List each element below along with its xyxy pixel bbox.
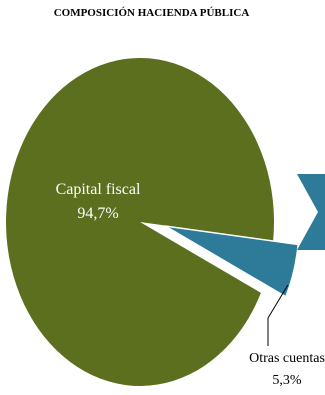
slice-value-otras-cuentas: 5,3% <box>272 373 302 388</box>
chart-title: COMPOSICIÓN HACIENDA PÚBLICA <box>53 7 250 19</box>
slice-label-capital-fiscal: Capital fiscal <box>56 181 141 198</box>
pie-slice-capital-fiscal <box>6 57 275 386</box>
arrow-decoration <box>297 174 325 250</box>
leader-line-otras-cuentas <box>267 284 289 346</box>
slice-label-otras-cuentas: Otras cuentas <box>249 351 325 366</box>
pie-slice-otras-cuentas <box>164 225 299 298</box>
slice-value-capital-fiscal: 94,7% <box>77 205 118 222</box>
